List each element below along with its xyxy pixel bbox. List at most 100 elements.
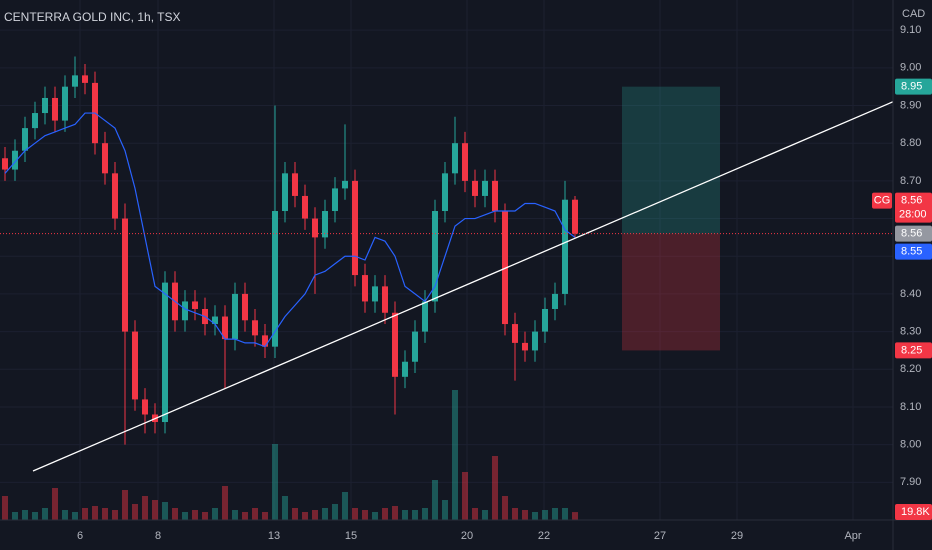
volume-bar xyxy=(572,512,578,520)
volume-bar xyxy=(12,512,18,520)
candle-body xyxy=(212,316,218,325)
volume-bar xyxy=(142,496,148,520)
volume-bar xyxy=(522,510,528,520)
stop-label-box xyxy=(895,342,932,359)
volume-label: 19.8K xyxy=(901,506,930,518)
candle-body xyxy=(262,335,268,347)
y-tick-label: 8.00 xyxy=(900,439,921,451)
currency: CAD xyxy=(902,8,925,20)
candle-body xyxy=(182,301,188,321)
volume-bar xyxy=(382,508,388,520)
candle-body xyxy=(432,211,438,302)
volume-bar xyxy=(512,508,518,520)
volume-bar xyxy=(372,512,378,520)
volume-bar xyxy=(162,502,168,520)
candle-body xyxy=(52,97,58,121)
x-tick-label: 27 xyxy=(654,530,666,542)
volume-bar xyxy=(462,472,468,520)
y-tick-label: 8.30 xyxy=(900,326,921,338)
volume-bar xyxy=(212,508,218,520)
volume-bar xyxy=(552,508,558,520)
candle-body xyxy=(392,312,398,377)
volume-bar xyxy=(62,510,68,520)
candle-body xyxy=(472,180,478,196)
candle-body xyxy=(282,173,288,212)
volume-bar xyxy=(322,508,328,520)
volume-bar xyxy=(422,508,428,520)
candle-body xyxy=(192,301,198,309)
candle-body xyxy=(32,113,38,129)
volume-bar xyxy=(52,488,58,520)
volume-bar xyxy=(472,508,478,520)
candle-body xyxy=(492,180,498,212)
volume-bar xyxy=(332,504,338,520)
volume-bar xyxy=(342,492,348,520)
volume-bar xyxy=(22,510,28,520)
x-tick-label: 6 xyxy=(77,530,83,542)
candle-body xyxy=(462,143,468,181)
candle-body xyxy=(42,97,48,114)
volume-bar xyxy=(252,508,258,520)
volume-bar xyxy=(442,500,448,520)
x-tick-label: 15 xyxy=(345,530,357,542)
candle-body xyxy=(22,128,28,151)
volume-bar xyxy=(132,504,138,520)
target-label-box xyxy=(895,78,932,95)
y-tick-label: 8.20 xyxy=(900,363,921,375)
candle-body xyxy=(452,143,458,174)
candle-body xyxy=(442,173,448,212)
candle-body xyxy=(422,301,428,332)
candle-body xyxy=(362,275,368,302)
volume-bar xyxy=(32,512,38,520)
volume-bar xyxy=(102,508,108,520)
volume-bar xyxy=(272,444,278,520)
target-label: 8.95 xyxy=(901,81,922,93)
ma-label: 8.55 xyxy=(901,246,922,258)
candle-body xyxy=(302,195,308,219)
candle-body xyxy=(502,211,508,325)
volume-bar xyxy=(392,506,398,520)
candle-body xyxy=(292,173,298,196)
volume-bar xyxy=(292,508,298,520)
volume-bar xyxy=(152,500,158,520)
candle-body xyxy=(342,180,348,189)
volume-bar xyxy=(82,508,88,520)
candle-body xyxy=(82,75,88,83)
volume-bar xyxy=(2,496,8,520)
volume-bar xyxy=(432,480,438,520)
volume-bar xyxy=(482,510,488,520)
volume-bar xyxy=(242,512,248,520)
moving-average xyxy=(4,112,576,348)
volume-bar xyxy=(412,510,418,520)
candle-body xyxy=(252,320,258,336)
x-tick-label: 22 xyxy=(538,530,550,542)
volume-bar xyxy=(92,506,98,520)
candle-body xyxy=(62,86,68,121)
candle-body xyxy=(402,361,408,377)
candle-body xyxy=(222,316,228,340)
volume-bar xyxy=(72,512,78,520)
y-tick-label: 9.00 xyxy=(900,62,921,74)
candle-body xyxy=(382,286,388,313)
candle-body xyxy=(482,180,488,196)
candle-body xyxy=(2,158,8,170)
volume-bar xyxy=(302,512,308,520)
volume-bar xyxy=(502,496,508,520)
stop-label: 8.25 xyxy=(901,344,922,356)
candle-body xyxy=(142,399,148,415)
candle-body xyxy=(162,282,168,423)
candle-body xyxy=(112,173,118,219)
volume-bar xyxy=(532,512,538,520)
symbol-box xyxy=(872,192,892,209)
profit-zone xyxy=(622,86,720,234)
volume-bar xyxy=(262,512,268,520)
candle-body xyxy=(102,143,108,174)
x-tick-label: 20 xyxy=(461,530,473,542)
entry-label: 8.56 xyxy=(901,228,922,240)
volume-bar xyxy=(172,508,178,520)
volume-bar xyxy=(202,512,208,520)
y-tick-label: 8.90 xyxy=(900,99,921,111)
last-price-label: 8.56 xyxy=(901,195,922,207)
x-tick-label: 13 xyxy=(268,530,280,542)
